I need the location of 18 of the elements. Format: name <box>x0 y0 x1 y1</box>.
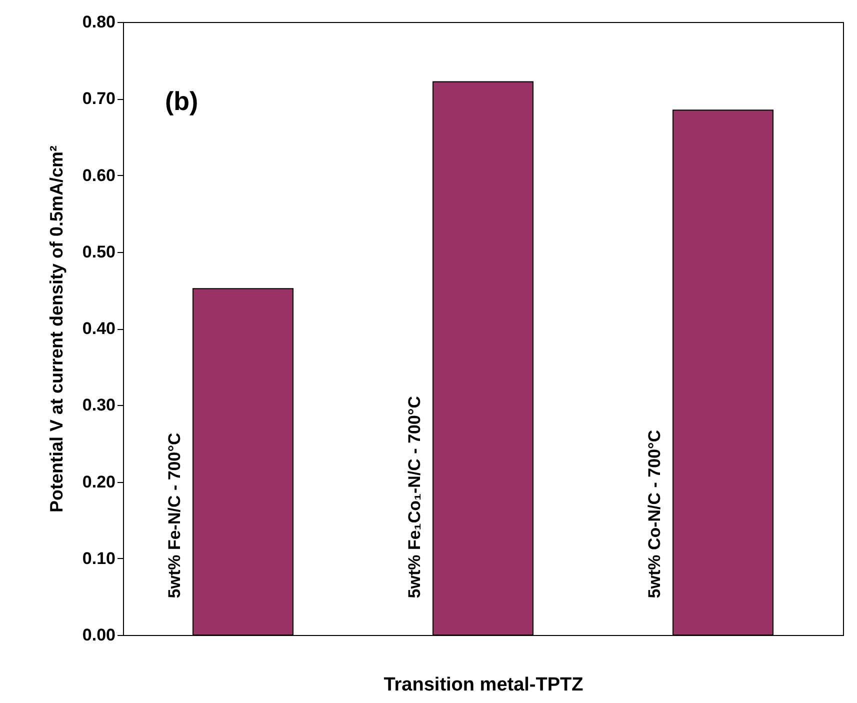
y-tick-label: 0.50 <box>82 242 116 262</box>
bar <box>192 288 294 636</box>
y-tick-label: 0.00 <box>82 626 116 644</box>
y-tick-label: 0.30 <box>82 396 116 415</box>
x-axis-title: Transition metal-TPTZ <box>384 674 584 696</box>
x-tick-label: 5wt% Fe-N/C - 700°C <box>165 432 184 598</box>
y-axis-title: Potential V at current density of 0.5mA/cm² <box>46 145 66 513</box>
bar <box>672 110 774 636</box>
x-tick-label: 5wt% Fe₁Co₁-N/C - 700°C <box>405 396 424 598</box>
y-tick-label: 0.80 <box>82 12 116 32</box>
y-tick-label: 0.10 <box>82 548 116 568</box>
bar <box>432 81 534 636</box>
y-tick-label: 0.20 <box>82 472 116 492</box>
y-tick-label: 0.70 <box>82 89 116 108</box>
x-tick-label: 5wt% Co-N/C - 700°C <box>645 430 664 598</box>
annotation: (b) <box>165 86 198 116</box>
y-tick-label: 0.40 <box>82 319 116 338</box>
y-tick-label: 0.60 <box>82 166 116 185</box>
